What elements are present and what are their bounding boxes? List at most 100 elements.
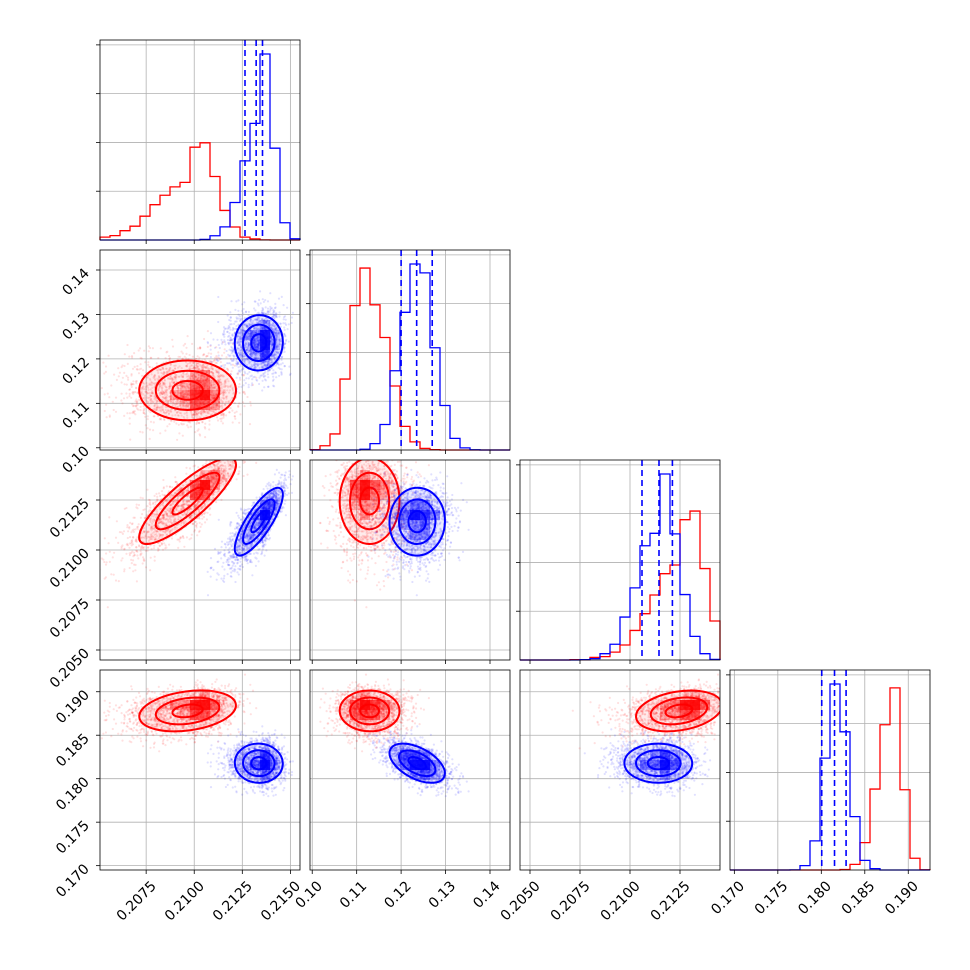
scatter-point (182, 415, 185, 419)
scatter-point (280, 295, 283, 298)
scatter-point (258, 319, 261, 322)
scatter-point (81, 380, 83, 382)
scatter-point (105, 416, 108, 419)
scatter-point (255, 343, 258, 346)
scatter-point (150, 381, 153, 384)
scatter-point (187, 387, 190, 390)
scatter-point (271, 372, 274, 375)
scatter-point (191, 416, 194, 419)
scatter-point (141, 388, 144, 391)
scatter-point (192, 376, 195, 380)
scatter-point (223, 340, 226, 344)
scatter-point (230, 384, 233, 387)
scatter-point (203, 358, 206, 361)
scatter-point (189, 361, 192, 364)
scatter-point (237, 317, 240, 320)
density-cell (210, 390, 220, 400)
scatter-point (218, 375, 221, 378)
scatter-point (200, 374, 203, 377)
scatter-point (197, 362, 200, 365)
scatter-point (238, 315, 241, 318)
scatter-point (155, 403, 158, 406)
scatter-point (237, 405, 240, 408)
scatter-point (232, 359, 235, 362)
scatter-point (160, 393, 163, 396)
scatter-point (196, 412, 199, 416)
scatter-point (128, 422, 131, 425)
scatter-point (164, 397, 167, 401)
scatter-point (229, 373, 232, 376)
scatter-point (269, 292, 272, 295)
scatter-point (123, 364, 126, 368)
scatter-point (149, 394, 153, 398)
scatter-point (203, 410, 206, 413)
scatter-point (221, 422, 224, 425)
scatter-point (279, 363, 282, 366)
scatter-point (98, 409, 100, 411)
scatter-point (210, 409, 213, 413)
scatter-point (185, 389, 188, 392)
scatter-point (253, 331, 256, 334)
scatter-point (178, 365, 181, 368)
scatter-point (212, 403, 215, 406)
scatter-point (183, 393, 186, 396)
scatter-point (193, 410, 196, 413)
scatter-point (203, 337, 206, 341)
scatter-point (212, 410, 215, 413)
scatter-point (262, 311, 265, 314)
scatter-point (180, 375, 183, 378)
scatter-point (144, 415, 147, 418)
scatter-point (182, 375, 185, 378)
scatter-point (200, 413, 203, 416)
scatter-point (230, 352, 233, 355)
scatter-point (178, 401, 181, 405)
scatter-point (153, 396, 156, 399)
scatter-point (257, 311, 260, 314)
scatter-point (240, 328, 243, 331)
scatter-point (203, 365, 206, 369)
scatter-point (213, 408, 216, 411)
scatter-point (194, 372, 197, 375)
scatter-point (171, 414, 174, 417)
scatter-point (204, 521, 207, 524)
scatter-point (224, 381, 227, 385)
scatter-point (156, 406, 159, 409)
scatter-point (209, 344, 212, 347)
scatter-point (186, 402, 189, 405)
scatter-point (234, 417, 237, 420)
scatter-point (153, 375, 156, 378)
scatter-point (157, 389, 160, 392)
scatter-point (182, 405, 185, 408)
scatter-point (242, 329, 245, 332)
scatter-point (243, 359, 246, 362)
scatter-point (169, 367, 172, 370)
scatter-point (165, 371, 168, 374)
scatter-point (259, 302, 262, 305)
scatter-point (179, 400, 182, 403)
scatter-point (153, 377, 156, 380)
scatter-point (165, 388, 168, 391)
scatter-point (146, 376, 149, 379)
scatter-point (198, 356, 201, 359)
scatter-point (217, 374, 220, 377)
scatter-point (155, 408, 158, 412)
scatter-point (168, 423, 171, 426)
scatter-point (165, 400, 168, 403)
scatter-point (238, 376, 241, 379)
scatter-point (177, 546, 180, 550)
scatter-point (259, 374, 262, 377)
scatter-point (160, 405, 163, 408)
scatter-point (265, 312, 268, 315)
density-cell (180, 380, 190, 390)
panel-1-1 (306, 250, 510, 450)
scatter-point (261, 298, 264, 301)
scatter-point (168, 357, 171, 360)
scatter-point (164, 389, 167, 392)
scatter-point (105, 561, 108, 564)
scatter-point (181, 391, 184, 394)
scatter-point (262, 300, 265, 303)
scatter-point (205, 371, 208, 374)
scatter-point (141, 431, 144, 434)
scatter-point (158, 384, 161, 387)
scatter-point (135, 503, 138, 506)
